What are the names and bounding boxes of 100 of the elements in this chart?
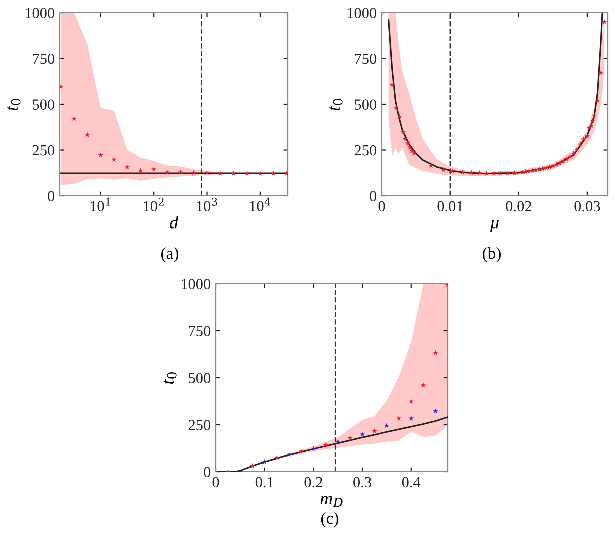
y-tick-label: 250 <box>188 420 211 430</box>
point <box>298 448 304 454</box>
point <box>560 158 566 164</box>
point <box>526 168 532 174</box>
point <box>498 170 504 176</box>
point <box>536 167 542 172</box>
y-axis-title: t$_{0}$ <box>330 98 343 111</box>
y-tick-label: 750 <box>189 326 211 336</box>
y-tick-label: 500 <box>33 100 55 110</box>
point <box>420 382 426 388</box>
point <box>512 170 518 176</box>
x-tick-label: 0.3 <box>354 477 372 488</box>
point <box>574 147 580 152</box>
point <box>311 446 316 452</box>
point <box>595 98 600 104</box>
y-tick-label: 1000 <box>182 279 211 290</box>
x-axis-title: μ <box>490 220 499 232</box>
point <box>408 416 414 421</box>
point <box>592 114 597 119</box>
point <box>348 435 353 440</box>
point <box>598 70 604 76</box>
x-tick-label: 10$^{1}$ <box>90 198 110 212</box>
point <box>484 170 490 176</box>
x-axis-title: d <box>170 216 179 229</box>
point <box>469 170 474 176</box>
point <box>390 82 395 88</box>
point <box>440 167 446 172</box>
y-tick-label: 500 <box>355 100 377 110</box>
text: (c) <box>321 512 339 528</box>
x-tick-label: 10$^{2}$ <box>144 198 164 212</box>
point <box>568 154 573 160</box>
point <box>164 170 170 175</box>
y-tick-label: 1000 <box>26 8 55 18</box>
point <box>492 170 497 176</box>
point <box>557 160 563 166</box>
point <box>274 455 280 460</box>
point <box>460 170 466 175</box>
y-axis-title: t$_{0}$ <box>164 372 177 384</box>
point <box>271 170 276 176</box>
point <box>400 130 406 135</box>
point <box>402 136 408 142</box>
point <box>578 142 584 148</box>
point <box>138 168 144 174</box>
point <box>590 118 596 124</box>
point <box>335 439 341 444</box>
point <box>433 408 438 414</box>
y-tick-label: 500 <box>189 373 211 384</box>
point <box>72 116 77 122</box>
point <box>112 156 117 162</box>
point <box>584 134 590 139</box>
x-tick-label: 0 <box>212 477 220 488</box>
point <box>533 168 539 173</box>
point <box>554 162 560 168</box>
point <box>231 170 236 176</box>
point <box>360 432 366 437</box>
x-tick-label: 0.01 <box>438 201 463 212</box>
point <box>98 152 104 158</box>
point <box>409 148 415 154</box>
point <box>178 170 184 175</box>
point <box>151 166 157 172</box>
point <box>588 123 594 128</box>
y-tick-label: 1000 <box>348 8 377 18</box>
point <box>384 423 390 428</box>
x-tick-label: 0.1 <box>256 477 274 488</box>
point <box>323 442 329 448</box>
point <box>412 150 417 156</box>
x-tick-label: 10$^{3}$ <box>197 198 218 212</box>
point <box>405 140 411 146</box>
point <box>547 164 552 170</box>
point <box>602 20 608 25</box>
point <box>124 164 130 170</box>
point <box>191 170 197 176</box>
x-tick-label: 0 <box>378 201 386 212</box>
point <box>544 165 550 170</box>
point <box>433 350 438 356</box>
point <box>564 156 570 162</box>
x-tick-label: 0.2 <box>304 477 322 488</box>
point <box>571 151 576 156</box>
point <box>428 163 434 168</box>
point <box>397 114 402 120</box>
point <box>286 452 292 457</box>
y-tick-label: 750 <box>355 54 377 64</box>
point <box>530 168 536 174</box>
point <box>581 136 587 142</box>
y-tick-label: 250 <box>354 145 377 156</box>
y-axis-title: t$_{0}$ <box>8 98 21 111</box>
text: (b) <box>483 247 501 263</box>
point <box>450 168 456 174</box>
x-tick-label: 10$^{4}$ <box>250 198 271 212</box>
point <box>84 132 90 138</box>
point <box>505 170 511 176</box>
x-axis-title: m$_{D}$ <box>320 496 343 508</box>
point <box>550 163 556 168</box>
y-tick-label: 0 <box>370 191 377 202</box>
point <box>396 416 402 421</box>
point <box>540 166 546 172</box>
text: (a) <box>161 247 179 263</box>
point <box>407 144 413 150</box>
y-tick-label: 750 <box>33 54 55 64</box>
y-tick-label: 0 <box>204 467 211 478</box>
